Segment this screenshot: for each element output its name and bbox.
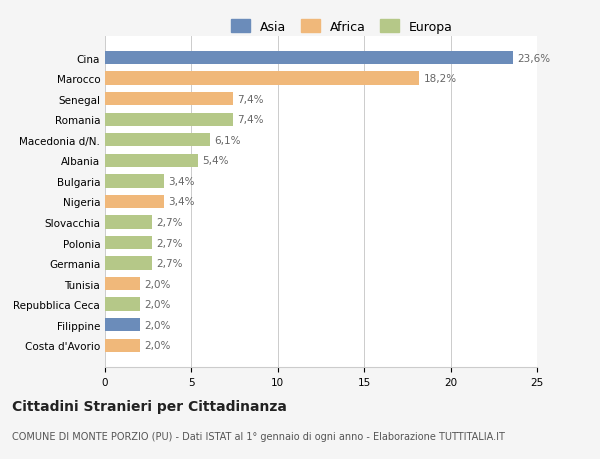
Bar <box>105 113 233 127</box>
Bar <box>105 257 152 270</box>
Bar <box>105 319 140 332</box>
Bar <box>105 236 152 250</box>
Text: 2,0%: 2,0% <box>144 279 170 289</box>
Text: 7,4%: 7,4% <box>237 95 263 104</box>
Text: 2,7%: 2,7% <box>156 258 182 269</box>
Text: 2,0%: 2,0% <box>144 320 170 330</box>
Text: 18,2%: 18,2% <box>424 74 457 84</box>
Text: COMUNE DI MONTE PORZIO (PU) - Dati ISTAT al 1° gennaio di ogni anno - Elaborazio: COMUNE DI MONTE PORZIO (PU) - Dati ISTAT… <box>12 431 505 442</box>
Bar <box>105 175 164 188</box>
Bar <box>105 52 513 65</box>
Text: 2,7%: 2,7% <box>156 218 182 228</box>
Text: 6,1%: 6,1% <box>215 135 241 146</box>
Text: 5,4%: 5,4% <box>203 156 229 166</box>
Bar <box>105 154 199 168</box>
Text: 3,4%: 3,4% <box>168 176 194 186</box>
Bar <box>105 216 152 229</box>
Text: 7,4%: 7,4% <box>237 115 263 125</box>
Text: 2,0%: 2,0% <box>144 341 170 351</box>
Bar <box>105 339 140 352</box>
Text: 2,7%: 2,7% <box>156 238 182 248</box>
Bar <box>105 195 164 209</box>
Bar <box>105 134 211 147</box>
Text: Cittadini Stranieri per Cittadinanza: Cittadini Stranieri per Cittadinanza <box>12 399 287 413</box>
Text: 3,4%: 3,4% <box>168 197 194 207</box>
Bar <box>105 277 140 291</box>
Legend: Asia, Africa, Europa: Asia, Africa, Europa <box>229 18 455 36</box>
Bar <box>105 93 233 106</box>
Bar <box>105 298 140 311</box>
Bar <box>105 72 419 85</box>
Text: 2,0%: 2,0% <box>144 300 170 309</box>
Text: 23,6%: 23,6% <box>517 53 550 63</box>
